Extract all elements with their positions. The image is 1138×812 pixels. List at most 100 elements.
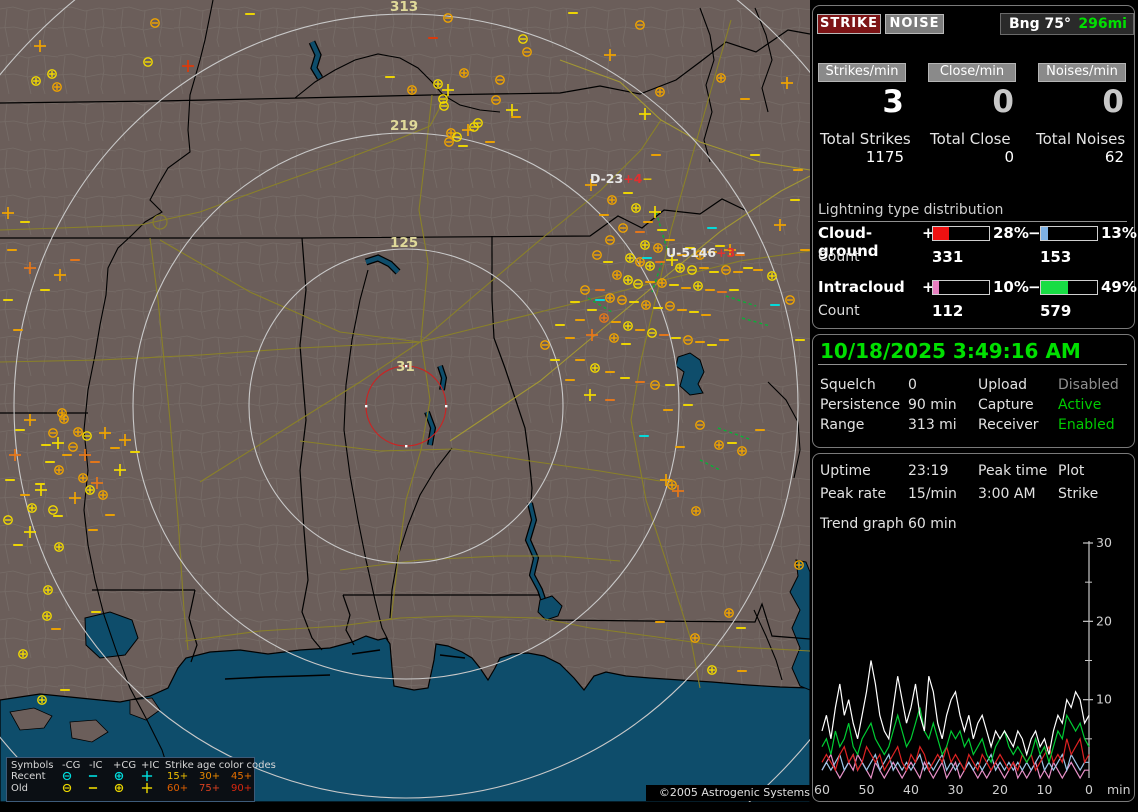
strike-symbol [767, 271, 777, 281]
total-noises-label: Total Noises [1036, 130, 1126, 148]
plot-value: Strike [1058, 486, 1099, 502]
strike-symbol [54, 465, 64, 475]
strike-symbol [54, 269, 66, 281]
age-code: 30+ [199, 771, 221, 782]
strike-symbol [540, 340, 550, 350]
strike-symbol [34, 40, 46, 52]
lightning-map[interactable]: 31 125 219 313 D-23+4− U-5146+3− [0, 0, 931, 812]
close-per-min-chip[interactable]: Close/min [928, 63, 1016, 82]
strike-symbol [85, 485, 95, 495]
strike-symbol [625, 253, 635, 263]
strike-symbol [675, 263, 685, 273]
strike-symbol [495, 75, 505, 85]
divider [818, 364, 1127, 365]
range-value: 313 mi [908, 417, 957, 433]
series-cloud-ground-plus [821, 737, 1090, 772]
strike-symbol [141, 782, 153, 794]
noises-per-min-chip[interactable]: Noises/min [1038, 63, 1126, 82]
strike-symbol [693, 281, 703, 291]
series-cloud-ground-minus [821, 752, 1089, 773]
total-close-label: Total Close [930, 130, 1011, 148]
cg-plus-bar [932, 226, 990, 241]
legend-col-cg-minus: -CG [62, 760, 81, 771]
strike-symbol [794, 560, 804, 570]
upload-value: Disabled [1058, 377, 1119, 393]
strike-symbol [667, 480, 677, 490]
storm-track [741, 317, 771, 327]
strike-symbol [37, 695, 47, 705]
ic-minus-count: 579 [1040, 302, 1072, 320]
map-canvas[interactable]: 31 125 219 313 D-23+4− U-5146+3− [0, 0, 931, 812]
strike-symbol [604, 49, 616, 61]
strike-symbol [73, 427, 83, 437]
strike-symbol [695, 250, 705, 260]
peak-rate-label: Peak rate [820, 486, 887, 502]
strike-symbol [518, 34, 528, 44]
legend-symbols [62, 782, 153, 794]
strike-symbol [68, 442, 78, 452]
persistence-label: Persistence [820, 397, 901, 413]
ring-dot [445, 405, 448, 408]
strike-symbol [59, 414, 69, 424]
strike-symbol [623, 321, 633, 331]
cg-plus-count: 331 [932, 248, 964, 266]
strike-symbol [590, 363, 600, 373]
strike-symbol [586, 329, 598, 341]
series-intracloud-minus [821, 707, 1090, 765]
cg-plus-pct: 28% [993, 224, 1029, 242]
strike-symbol [580, 285, 590, 295]
storm-cell-label: U-5146+3− [666, 245, 746, 260]
plus-sign: + [922, 224, 935, 242]
peak-time-label: Peak time [978, 463, 1048, 479]
strike-symbol [584, 389, 596, 401]
x-tick-label: 40 [903, 782, 919, 797]
range-ring-125 [248, 248, 564, 564]
trend-graph: 10 20 30 60 50 40 30 20 10 0 min [814, 535, 1131, 797]
strike-symbols [2, 12, 810, 705]
legend-row-label: Old [11, 783, 28, 794]
squelch-value: 0 [908, 377, 917, 393]
minus-sign: − [1028, 224, 1041, 242]
strike-symbol [43, 585, 53, 595]
storm-cell-label: D-23+4− [590, 171, 653, 186]
strike-symbol [47, 69, 57, 79]
copyright-text: ©2005 Astrogenic Systems [646, 785, 812, 801]
storm-track [699, 459, 721, 471]
strike-symbol [640, 240, 650, 250]
close-rate-value: 0 [992, 84, 1014, 120]
strike-symbol [9, 449, 21, 461]
strike-symbol [18, 649, 28, 659]
strike-symbol [785, 295, 795, 305]
strike-symbol [609, 333, 619, 343]
strike-symbol [612, 270, 622, 280]
barrier-islands [224, 649, 466, 680]
strike-symbol [641, 300, 651, 310]
x-tick-label: 30 [948, 782, 964, 797]
storm-track [717, 427, 753, 441]
strike-symbol [522, 47, 532, 57]
ring-label-219: 219 [390, 118, 418, 134]
strikes-rate-value: 3 [882, 84, 904, 120]
ring-label-313: 313 [390, 0, 418, 15]
strike-symbol [737, 446, 747, 456]
noises-rate-value: 0 [1102, 84, 1124, 120]
strike-button[interactable]: STRIKE [817, 14, 881, 34]
strike-symbol [3, 515, 13, 525]
strike-symbol [31, 76, 41, 86]
strike-symbol [607, 195, 617, 205]
strike-symbol [52, 437, 64, 449]
noise-button[interactable]: NOISE [885, 14, 944, 34]
ic-plus-bar [932, 280, 990, 295]
bearing-readout: Bng 75° 296mi [1000, 13, 1134, 35]
ic-plus-count: 112 [932, 302, 964, 320]
lake-walter-george [537, 595, 563, 621]
total-noises-value: 62 [1104, 148, 1124, 166]
strikes-per-min-chip[interactable]: Strikes/min [818, 63, 906, 82]
strike-symbol [724, 244, 736, 256]
storm-track [655, 211, 669, 253]
legend-col-cg-plus: +CG [113, 760, 137, 771]
ring-dot [365, 405, 368, 408]
bearing-label: Bng 75° [1009, 16, 1072, 32]
strike-symbol [635, 20, 645, 30]
counters-panel [812, 5, 1135, 329]
